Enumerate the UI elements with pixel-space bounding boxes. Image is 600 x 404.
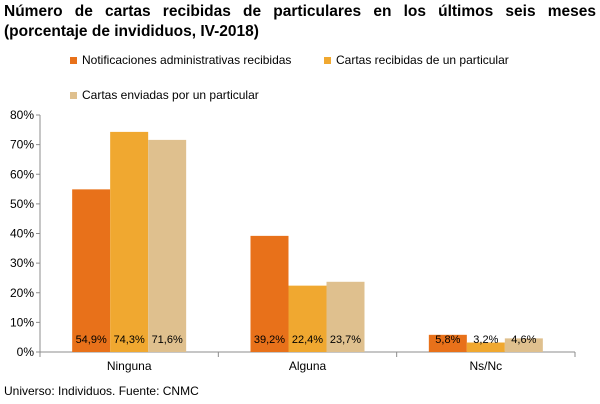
y-tick-label: 40% (10, 227, 34, 241)
data-label: 54,9% (76, 334, 107, 346)
legend-label: Notificaciones administrativas recibidas (82, 53, 292, 67)
y-tick-label: 70% (10, 138, 34, 152)
data-label: 39,2% (254, 334, 285, 346)
x-tick-label: Ns/Nc (469, 359, 502, 373)
legend-swatch (324, 56, 331, 64)
y-tick-label: 30% (10, 256, 34, 270)
legend-label: Cartas recibidas de un particular (336, 53, 509, 67)
chart-title-line1: Número de cartas recibidas de particular… (4, 3, 596, 20)
y-tick-label: 60% (10, 167, 34, 181)
y-tick-label: 10% (10, 315, 34, 329)
bar (110, 131, 149, 352)
data-label: 5,8% (435, 334, 460, 346)
bar (428, 334, 467, 352)
y-tick-label: 0% (17, 345, 35, 359)
y-tick-label: 80% (10, 108, 34, 122)
bar (504, 338, 543, 352)
bar (288, 285, 327, 352)
legend-item-cartas-enviadas: Cartas enviadas por un particular (70, 88, 259, 102)
data-label: 22,4% (292, 334, 323, 346)
legend-swatch (70, 56, 77, 64)
bar (326, 281, 365, 352)
data-label: 74,3% (114, 334, 145, 346)
legend-label: Cartas enviadas por un particular (82, 88, 259, 102)
x-tick-label: Alguna (289, 359, 327, 373)
y-tick-label: 50% (10, 197, 34, 211)
bar (250, 235, 289, 352)
legend-swatch (70, 91, 77, 99)
bar (148, 139, 187, 352)
data-label: 3,2% (473, 334, 498, 346)
y-tick-label: 20% (10, 286, 34, 300)
bar (72, 189, 111, 352)
data-label: 71,6% (152, 334, 183, 346)
bar (466, 342, 505, 352)
source-footnote: Universo: Individuos. Fuente: CNMC (4, 384, 199, 398)
chart-title-line2: (porcentaje de invididuos, IV-2018) (4, 23, 259, 40)
legend-item-cartas-recibidas: Cartas recibidas de un particular (324, 53, 509, 67)
legend-item-notificaciones: Notificaciones administrativas recibidas (70, 53, 291, 67)
x-tick-label: Ninguna (107, 359, 152, 373)
chart-title: Número de cartas recibidas de particular… (4, 2, 596, 42)
data-label: 4,6% (511, 334, 536, 346)
data-label: 23,7% (330, 334, 361, 346)
